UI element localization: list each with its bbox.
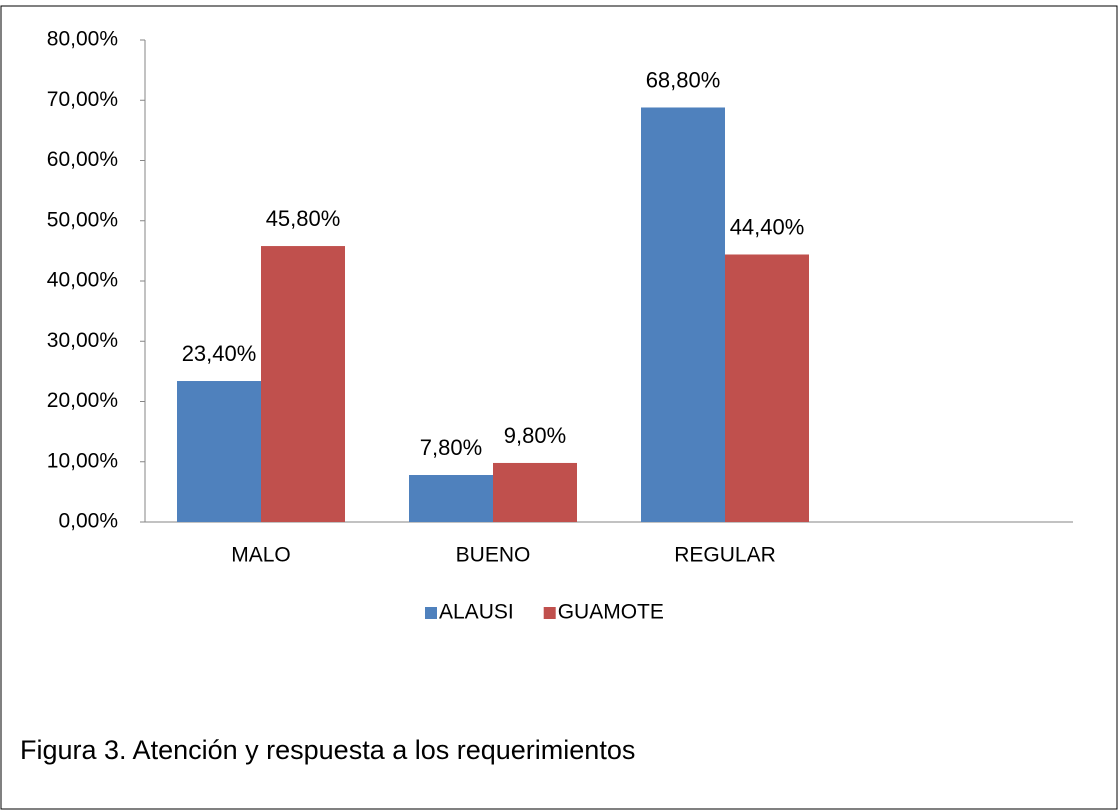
caption: Figura 3. Atención y respuesta a los req… — [20, 735, 635, 765]
y-tick-label: 50,00% — [47, 208, 118, 231]
data-label: 23,40% — [182, 341, 257, 366]
y-tick-label: 0,00% — [58, 510, 118, 533]
x-tick-label: REGULAR — [674, 544, 776, 567]
y-tick-label: 70,00% — [47, 88, 118, 111]
y-tick-label: 40,00% — [47, 269, 118, 292]
legend-label: GUAMOTE — [558, 601, 664, 624]
legend-swatch — [543, 607, 556, 619]
data-label: 7,80% — [420, 435, 482, 460]
x-tick-label: BUENO — [456, 544, 531, 567]
legend-swatch — [425, 607, 437, 619]
bar — [261, 246, 345, 522]
x-tick-label: MALO — [231, 544, 291, 567]
bar — [725, 254, 809, 523]
y-tick-label: 30,00% — [47, 329, 118, 352]
bar — [641, 107, 725, 522]
data-label: 45,80% — [266, 206, 341, 231]
bar — [177, 381, 261, 522]
y-tick-label: 60,00% — [47, 148, 118, 171]
data-label: 44,40% — [730, 214, 805, 239]
frame — [0, 5, 1118, 810]
y-tick-label: 20,00% — [47, 389, 118, 412]
bar — [493, 462, 577, 522]
data-label: 68,80% — [646, 67, 721, 92]
y-tick-label: 80,00% — [47, 28, 118, 51]
y-tick-label: 10,00% — [47, 449, 118, 472]
data-label: 9,80% — [504, 423, 566, 448]
legend-label: ALAUSI — [439, 601, 514, 624]
bar — [409, 475, 493, 522]
